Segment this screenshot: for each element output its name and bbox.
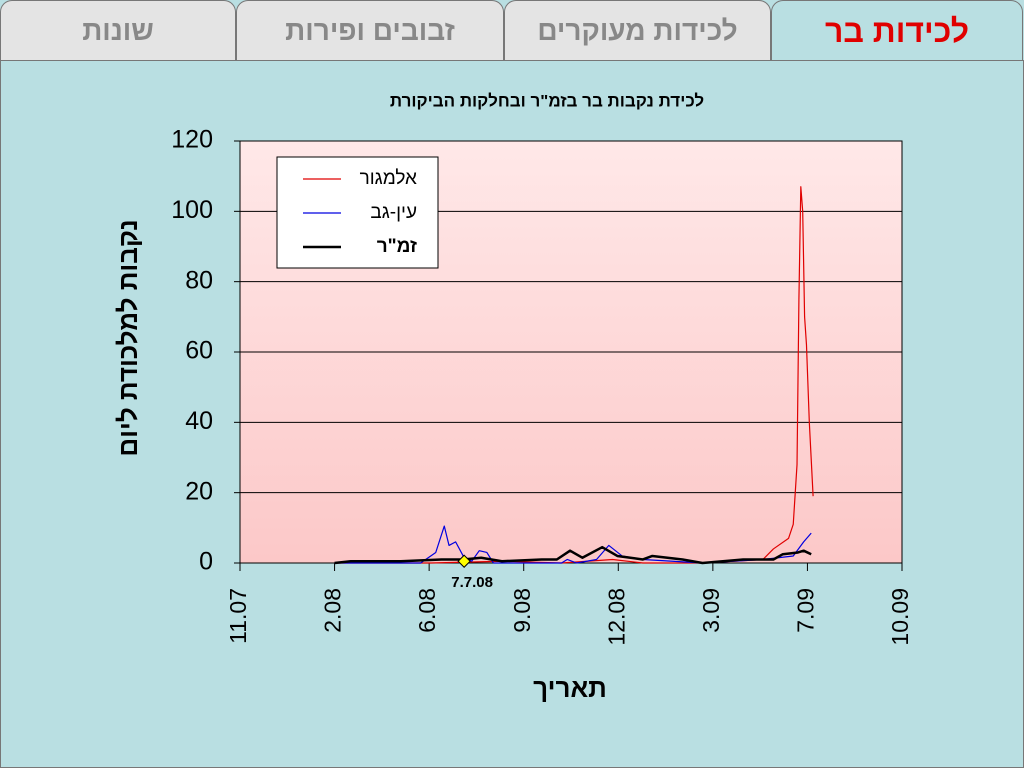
y-tick-label: 0	[199, 548, 213, 576]
y-tick-label: 120	[171, 126, 213, 154]
series-line	[334, 545, 812, 565]
y-axis-label: נקבות למלכודת ליום	[113, 219, 143, 456]
x-tick-label: 6.08	[414, 588, 440, 633]
annotation-marker	[457, 554, 471, 568]
tab[interactable]: לכידות מעוקרים	[504, 0, 771, 60]
legend-label: עין-גב	[370, 202, 417, 223]
x-tick-label: 12.08	[603, 588, 629, 646]
x-tick-label: 2.08	[320, 588, 346, 633]
y-tick-label: 80	[185, 266, 213, 294]
y-tick-label: 20	[185, 477, 213, 505]
y-tick-label: 60	[185, 337, 213, 365]
x-tick-label: 11.07	[225, 588, 251, 644]
x-axis-label: תאריך	[533, 673, 607, 703]
chart-title: לכידת נקבות בר בזמ"ר ובחלקות הביקורת	[390, 91, 704, 110]
tab[interactable]: שונות	[0, 0, 236, 60]
x-tick-label: 7.09	[793, 588, 819, 633]
x-tick-label: 3.09	[698, 588, 724, 633]
x-tick-label: 10.09	[887, 588, 913, 646]
annotation-label: 7.7.08	[451, 574, 493, 591]
y-tick-label: 100	[171, 196, 213, 224]
tab[interactable]: לכידות בר	[771, 0, 1023, 60]
y-tick-label: 40	[185, 407, 213, 435]
legend-label: זמ"ר	[377, 236, 417, 257]
tab[interactable]: זבובים ופירות	[236, 0, 504, 60]
legend-label: אלמגור	[360, 168, 417, 189]
x-tick-label: 9.08	[509, 588, 535, 633]
